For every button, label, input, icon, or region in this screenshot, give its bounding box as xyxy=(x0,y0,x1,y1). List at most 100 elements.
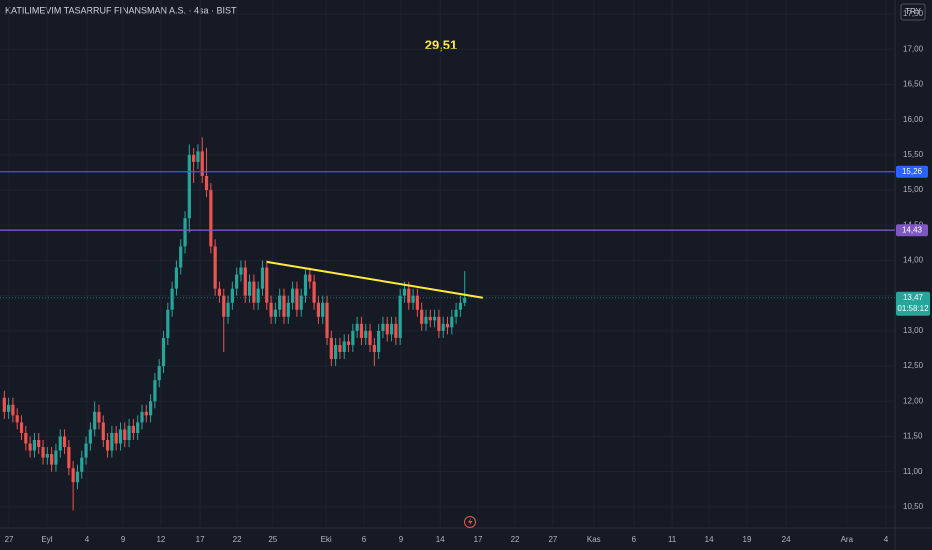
candle-body xyxy=(62,436,67,448)
candle-body xyxy=(282,295,286,317)
candle-body xyxy=(213,246,217,289)
y-tick-label: 15,50 xyxy=(903,150,924,159)
candle-body xyxy=(407,288,411,303)
candle-body xyxy=(200,151,204,176)
candle-body xyxy=(265,267,269,303)
y-tick-label: 11,50 xyxy=(903,432,923,441)
candle-body xyxy=(321,302,325,317)
candle-body xyxy=(437,316,441,331)
candle-body xyxy=(243,267,247,296)
candle-body xyxy=(389,323,394,335)
candle-body xyxy=(75,471,80,483)
candle-body xyxy=(463,297,467,303)
candle-body xyxy=(368,330,372,345)
candle-body xyxy=(187,154,191,219)
x-tick-label: 22 xyxy=(511,535,520,544)
candle-body xyxy=(458,302,463,310)
plot-area xyxy=(2,137,467,511)
y-tick-label: 17,00 xyxy=(903,44,924,53)
y-tick-label: 10,50 xyxy=(903,502,924,511)
candle-body xyxy=(278,295,282,310)
event-icon[interactable] xyxy=(464,516,476,528)
candle-body xyxy=(226,302,230,317)
x-tick-label: 9 xyxy=(121,535,126,544)
currency-label[interactable]: TRY xyxy=(905,7,922,16)
trendline xyxy=(266,260,483,299)
candle-body xyxy=(256,288,260,303)
candle-body xyxy=(71,468,75,483)
event-icon-bolt xyxy=(468,518,473,526)
candle-body xyxy=(45,454,49,458)
y-tick-label: 15,00 xyxy=(903,185,924,194)
x-tick-label: 9 xyxy=(399,535,404,544)
candle-body xyxy=(377,330,381,352)
candle-body xyxy=(381,323,385,331)
candle-body xyxy=(441,323,445,331)
candle-body xyxy=(28,443,32,451)
candle-body xyxy=(359,323,364,338)
candle-body xyxy=(290,288,295,303)
candle-body xyxy=(398,295,402,338)
candle-body xyxy=(7,404,11,412)
candle-body xyxy=(123,429,127,440)
candle-body xyxy=(93,411,97,430)
x-tick-label: 4 xyxy=(85,535,90,544)
candle-body xyxy=(235,274,239,289)
x-tick-label: 14 xyxy=(436,535,445,544)
candle-body xyxy=(269,302,273,317)
x-tick-label: 27 xyxy=(548,535,557,544)
candle-body xyxy=(342,341,346,352)
candle-body xyxy=(37,440,41,448)
x-tick-label: 17 xyxy=(474,535,483,544)
last-price-tag xyxy=(896,291,930,316)
candle-body xyxy=(329,337,333,360)
candle-body xyxy=(179,246,183,268)
x-tick-label: 11 xyxy=(668,535,677,544)
candle-body xyxy=(424,316,428,324)
candle-body xyxy=(161,337,166,367)
candle-body xyxy=(428,316,432,321)
candle-body xyxy=(308,274,312,282)
candle-body xyxy=(204,176,209,191)
y-tick-label: 13,00 xyxy=(903,326,924,335)
candle-body xyxy=(153,380,157,402)
candle-body xyxy=(260,267,265,289)
x-tick-label: 6 xyxy=(362,535,367,544)
level-tag xyxy=(896,165,928,178)
chart-title: KATILIMEVIM TASARRUF FINANSMAN A.S. · 4s… xyxy=(5,5,237,15)
candle-body xyxy=(192,154,196,162)
candle-body xyxy=(372,344,376,352)
candle-body xyxy=(252,281,256,303)
candle-body xyxy=(325,302,329,338)
candle-body xyxy=(101,422,105,440)
x-tick-label: 17 xyxy=(196,535,205,544)
candle-body xyxy=(402,288,407,296)
y-tick-label: 17,50 xyxy=(903,9,924,18)
x-tick-label: 25 xyxy=(268,535,277,544)
candle-body xyxy=(355,323,359,331)
candle-body xyxy=(183,218,187,247)
candle-body xyxy=(411,295,415,303)
candle-body xyxy=(11,404,15,416)
y-tick-label: 12,50 xyxy=(903,361,924,370)
x-tick-label: 19 xyxy=(743,535,752,544)
candle-body xyxy=(273,309,277,317)
candle-body xyxy=(88,429,92,444)
candle-body xyxy=(174,267,179,289)
candle-body xyxy=(230,288,234,303)
y-tick-label: 16,50 xyxy=(903,80,924,89)
candle-body xyxy=(303,274,308,296)
candle-body xyxy=(144,411,148,416)
candle-body xyxy=(385,323,389,335)
candle-body xyxy=(420,309,424,324)
x-tick-label: 24 xyxy=(782,535,791,544)
candle-body xyxy=(149,401,153,416)
candle-body xyxy=(19,422,24,433)
candle-body xyxy=(346,341,351,345)
candle-body xyxy=(196,151,200,162)
currency-button[interactable] xyxy=(900,3,926,21)
y-tick-label: 16,00 xyxy=(903,115,924,124)
candle-body xyxy=(454,309,458,317)
x-tick-label: 4 xyxy=(884,535,889,544)
x-tick-label: Ara xyxy=(841,535,854,544)
